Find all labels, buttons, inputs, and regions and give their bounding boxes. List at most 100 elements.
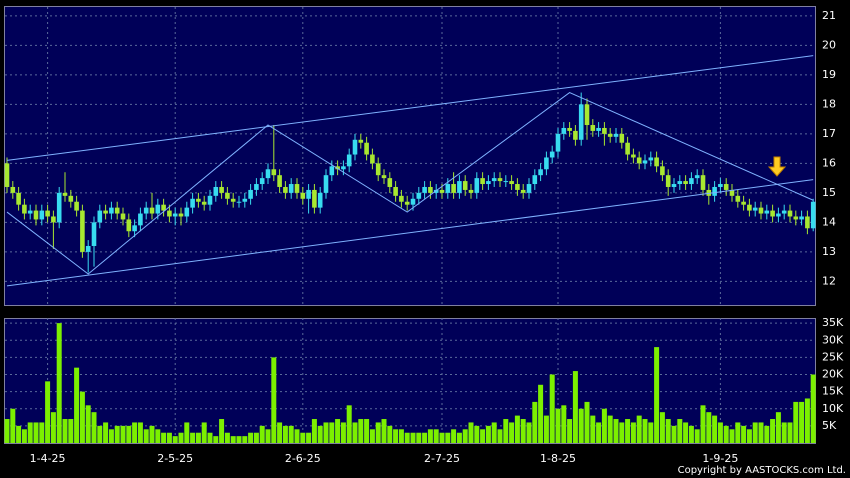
y-tick-label: 20 bbox=[822, 38, 836, 51]
candle-body bbox=[416, 192, 422, 199]
volume-bar bbox=[723, 425, 729, 443]
x-tick-label: 1-8-25 bbox=[540, 452, 576, 465]
candle-body bbox=[607, 133, 613, 137]
volume-bar bbox=[294, 429, 300, 443]
volume-bar bbox=[706, 412, 712, 443]
candle-body bbox=[323, 175, 329, 193]
candle-body bbox=[723, 184, 729, 190]
volume-bar bbox=[56, 323, 62, 443]
volume-bar bbox=[352, 422, 358, 443]
volume-bar bbox=[549, 374, 555, 443]
volume-bar bbox=[195, 432, 201, 443]
candle-body bbox=[544, 157, 549, 170]
candle-body bbox=[520, 189, 526, 193]
volume-bar bbox=[439, 432, 445, 443]
y-tick-label: 5K bbox=[822, 419, 837, 432]
candle-body bbox=[747, 204, 752, 211]
volume-bar bbox=[184, 422, 190, 443]
y-tick-label: 17 bbox=[822, 127, 836, 140]
candle-body bbox=[143, 207, 149, 214]
candle-body bbox=[445, 184, 451, 193]
volume-bar bbox=[717, 422, 723, 443]
volume-bar bbox=[694, 429, 700, 443]
volume-bar bbox=[340, 422, 346, 443]
candle-body bbox=[248, 189, 253, 199]
candle-body bbox=[294, 184, 300, 193]
y-tick-label: 10K bbox=[822, 402, 844, 415]
y-tick-label: 12 bbox=[822, 274, 836, 287]
volume-bar bbox=[625, 419, 631, 443]
candle-body bbox=[74, 201, 79, 211]
volume-bar bbox=[97, 425, 103, 443]
y-tick-label: 13 bbox=[822, 245, 836, 258]
volume-bar bbox=[172, 436, 178, 443]
y-tick-label: 25K bbox=[822, 350, 844, 363]
candle-body bbox=[433, 189, 439, 193]
y-tick-label: 35K bbox=[822, 316, 844, 329]
volume-bar bbox=[213, 436, 219, 443]
volume-bar bbox=[166, 432, 172, 443]
volume-bar bbox=[509, 422, 515, 443]
volume-bar bbox=[79, 391, 85, 443]
volume-bar bbox=[746, 429, 752, 443]
candle-body bbox=[712, 186, 717, 196]
volume-bar bbox=[219, 419, 225, 443]
candle-body bbox=[259, 178, 265, 185]
candle-body bbox=[619, 133, 625, 143]
price-panel bbox=[4, 6, 816, 306]
y-tick-label: 19 bbox=[822, 68, 836, 81]
x-tick-label: 2-5-25 bbox=[157, 452, 193, 465]
y-tick-label: 21 bbox=[822, 9, 836, 22]
volume-bar bbox=[433, 429, 439, 443]
volume-bar bbox=[178, 432, 184, 443]
candle-body bbox=[172, 213, 178, 217]
volume-bar bbox=[555, 408, 561, 443]
candle-body bbox=[80, 210, 85, 252]
candle-body bbox=[532, 175, 538, 185]
volume-bar bbox=[567, 419, 573, 443]
volume-bar bbox=[375, 422, 381, 443]
candle-body bbox=[462, 181, 468, 190]
volume-bar bbox=[480, 429, 486, 443]
candle-body bbox=[718, 184, 723, 187]
candle-body bbox=[776, 213, 781, 217]
candle-body bbox=[805, 216, 810, 229]
candle-body bbox=[39, 210, 45, 220]
trend-line bbox=[6, 55, 814, 161]
candle-body bbox=[207, 195, 213, 205]
volume-bar bbox=[381, 419, 387, 443]
volume-bar bbox=[793, 401, 799, 443]
volume-bar bbox=[311, 419, 317, 443]
volume-bar bbox=[538, 384, 544, 443]
volume-bar bbox=[532, 401, 538, 443]
candle-body bbox=[4, 163, 10, 187]
volume-bar bbox=[491, 422, 497, 443]
volume-bar bbox=[393, 429, 399, 443]
candle-body bbox=[358, 139, 364, 143]
volume-bar bbox=[584, 401, 590, 443]
candle-body bbox=[149, 207, 155, 214]
volume-bar bbox=[126, 425, 132, 443]
candle-body bbox=[126, 219, 132, 232]
y-tick-label: 15 bbox=[822, 186, 836, 199]
volume-bar bbox=[16, 425, 22, 443]
volume-bar bbox=[462, 429, 468, 443]
candle-body bbox=[486, 181, 491, 185]
volume-bar bbox=[422, 432, 428, 443]
candle-body bbox=[190, 198, 195, 208]
candle-body bbox=[56, 192, 62, 223]
candle-body bbox=[526, 184, 532, 193]
candle-body bbox=[636, 157, 642, 164]
volume-bar bbox=[770, 419, 776, 443]
volume-bar bbox=[132, 422, 138, 443]
candle-body bbox=[97, 210, 103, 223]
volume-bar bbox=[265, 429, 271, 443]
candle-body bbox=[578, 104, 584, 140]
volume-bar bbox=[323, 422, 329, 443]
candle-body bbox=[62, 192, 68, 196]
candle-body bbox=[346, 154, 352, 167]
volume-bar bbox=[103, 422, 109, 443]
candle-body bbox=[196, 198, 201, 202]
volume-bar bbox=[143, 429, 149, 443]
candle-body bbox=[271, 169, 277, 176]
